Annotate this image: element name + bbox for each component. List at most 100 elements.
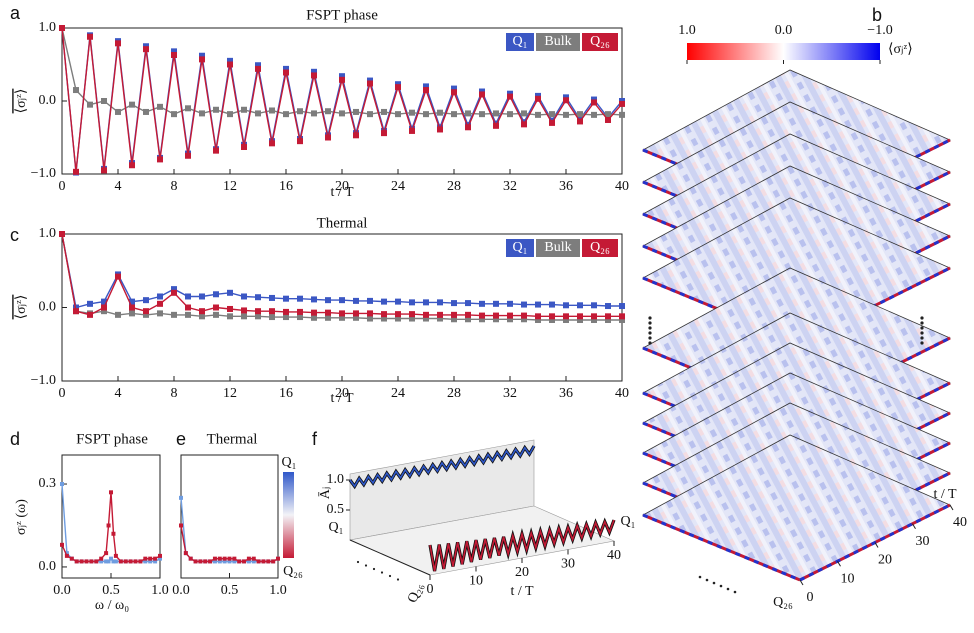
- x-tick-label: 20: [878, 553, 892, 568]
- data-point: [148, 556, 153, 561]
- data-point: [577, 111, 583, 118]
- data-point: [325, 314, 331, 321]
- data-point: [87, 300, 93, 307]
- data-point: [283, 308, 289, 315]
- data-point: [241, 143, 247, 150]
- data-point: [297, 308, 303, 315]
- data-point: [237, 559, 242, 564]
- data-point: [222, 556, 227, 561]
- data-point: [297, 314, 303, 321]
- data-point: [255, 294, 261, 301]
- data-point: [409, 299, 415, 306]
- data-point: [129, 298, 135, 305]
- data-point: [143, 556, 148, 561]
- data-point: [212, 556, 217, 561]
- data-point: [339, 310, 345, 317]
- data-point: [255, 62, 261, 69]
- data-point: [311, 68, 317, 75]
- data-point: [367, 80, 373, 87]
- data-point: [171, 48, 177, 55]
- data-point: [283, 314, 289, 321]
- x-tick-label: 12: [223, 386, 237, 401]
- data-point: [605, 116, 611, 123]
- data-point: [213, 147, 219, 154]
- x-tick-label: 20: [515, 565, 529, 580]
- data-point: [198, 559, 203, 564]
- data-point: [143, 559, 148, 564]
- x-tick-label: 40: [953, 515, 967, 530]
- data-point: [109, 556, 113, 561]
- data-point: [251, 559, 256, 564]
- data-point: [157, 293, 163, 300]
- data-point: [246, 559, 251, 564]
- data-point: [493, 316, 499, 323]
- panel-label: d: [10, 429, 20, 449]
- data-point: [113, 553, 118, 558]
- data-point: [451, 316, 457, 323]
- data-point: [222, 559, 227, 564]
- data-point: [101, 167, 107, 174]
- ellipsis-dot: [712, 581, 716, 585]
- ellipsis-dot: [648, 331, 652, 335]
- data-point: [549, 313, 555, 320]
- data-point: [158, 556, 162, 561]
- x-tick-label: 24: [391, 386, 405, 401]
- data-point: [106, 523, 111, 528]
- ellipsis-dot: [388, 574, 392, 578]
- y-axis-label: ⟨σⱼᶻ⟩: [14, 295, 29, 320]
- data-point: [437, 126, 443, 133]
- colorbar-tick-label: 0.0: [775, 23, 793, 38]
- x-tick-label: 20: [335, 386, 349, 401]
- x-tick-label: 40: [607, 548, 621, 563]
- data-point: [87, 33, 93, 40]
- ellipsis-dot: [920, 341, 924, 345]
- ellipsis-dot: [719, 584, 723, 588]
- data-point: [549, 301, 555, 308]
- data-point: [241, 313, 247, 320]
- data-point: [232, 559, 237, 564]
- data-point: [437, 315, 443, 322]
- data-point: [423, 315, 429, 322]
- data-point: [549, 316, 555, 323]
- data-point: [395, 111, 401, 118]
- data-point: [153, 556, 158, 561]
- x-tick-label: 10: [469, 574, 483, 589]
- y-tick-label: −1.0: [31, 166, 56, 181]
- data-point: [563, 97, 569, 104]
- data-point: [423, 111, 429, 118]
- data-point: [158, 553, 162, 558]
- data-point: [563, 313, 569, 320]
- data-point: [283, 111, 289, 118]
- data-point: [353, 314, 359, 321]
- data-point: [535, 111, 541, 118]
- data-point: [64, 551, 69, 556]
- x-tick-label: 4: [115, 386, 122, 401]
- data-point: [99, 556, 104, 561]
- x-tick-label: 16: [279, 179, 293, 194]
- x-tick-label: 36: [559, 386, 573, 401]
- data-point: [325, 297, 331, 304]
- data-point: [619, 100, 625, 107]
- data-point: [297, 295, 303, 302]
- x-tick-label: 12: [223, 179, 237, 194]
- data-point: [451, 89, 457, 96]
- x-tick-label: 1.0: [269, 583, 287, 598]
- data-point: [129, 162, 135, 169]
- data-point: [311, 296, 317, 303]
- x-tick-label: 28: [447, 179, 461, 194]
- data-point: [199, 308, 205, 315]
- data-point: [437, 109, 443, 116]
- data-point: [115, 311, 121, 318]
- x-tick-label: 8: [171, 386, 178, 401]
- data-point: [493, 122, 499, 129]
- y-tick-label: 0.0: [39, 300, 57, 315]
- x-tick-label: 10: [841, 571, 855, 586]
- legend-label: Bulk: [544, 240, 571, 255]
- data-point: [577, 313, 583, 320]
- x-tick-label: 28: [447, 386, 461, 401]
- y-axis-label: ⟨σⱼᶻ⟩: [14, 89, 29, 114]
- data-point: [115, 273, 121, 280]
- data-point: [106, 559, 111, 564]
